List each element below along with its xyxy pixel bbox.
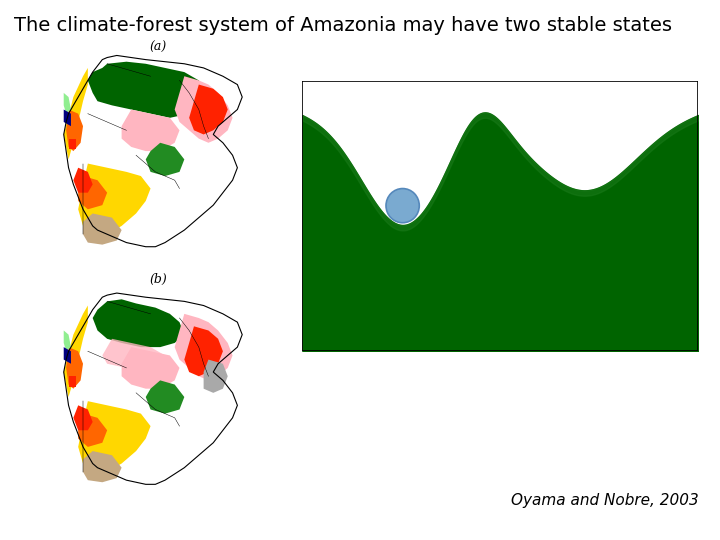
Polygon shape: [122, 347, 179, 389]
Polygon shape: [64, 306, 88, 397]
Polygon shape: [73, 406, 93, 430]
Polygon shape: [64, 293, 242, 484]
Polygon shape: [68, 376, 76, 387]
Polygon shape: [66, 347, 83, 389]
Polygon shape: [145, 380, 184, 414]
Polygon shape: [64, 347, 71, 364]
Polygon shape: [78, 401, 150, 472]
Polygon shape: [78, 164, 150, 234]
Polygon shape: [78, 414, 107, 447]
Polygon shape: [204, 360, 228, 393]
Polygon shape: [175, 76, 233, 143]
Polygon shape: [175, 314, 233, 380]
Polygon shape: [122, 110, 179, 151]
Polygon shape: [64, 68, 88, 159]
Polygon shape: [93, 299, 184, 347]
Text: Oyama and Nobre, 2003: Oyama and Nobre, 2003: [510, 492, 698, 508]
Ellipse shape: [386, 188, 419, 222]
Text: The climate-forest system of Amazonia may have two stable states: The climate-forest system of Amazonia ma…: [14, 16, 672, 35]
Text: (a): (a): [150, 40, 167, 53]
Polygon shape: [64, 330, 71, 351]
Polygon shape: [66, 110, 83, 151]
Polygon shape: [88, 62, 209, 118]
Polygon shape: [189, 85, 228, 134]
Polygon shape: [145, 143, 184, 176]
Polygon shape: [73, 168, 93, 193]
Text: (b): (b): [150, 273, 167, 286]
Polygon shape: [78, 176, 107, 210]
Polygon shape: [64, 93, 71, 114]
Polygon shape: [83, 451, 122, 482]
Polygon shape: [68, 139, 76, 149]
Polygon shape: [64, 56, 242, 247]
Polygon shape: [102, 339, 165, 372]
Polygon shape: [83, 213, 122, 245]
Polygon shape: [64, 110, 71, 126]
Polygon shape: [184, 326, 223, 376]
